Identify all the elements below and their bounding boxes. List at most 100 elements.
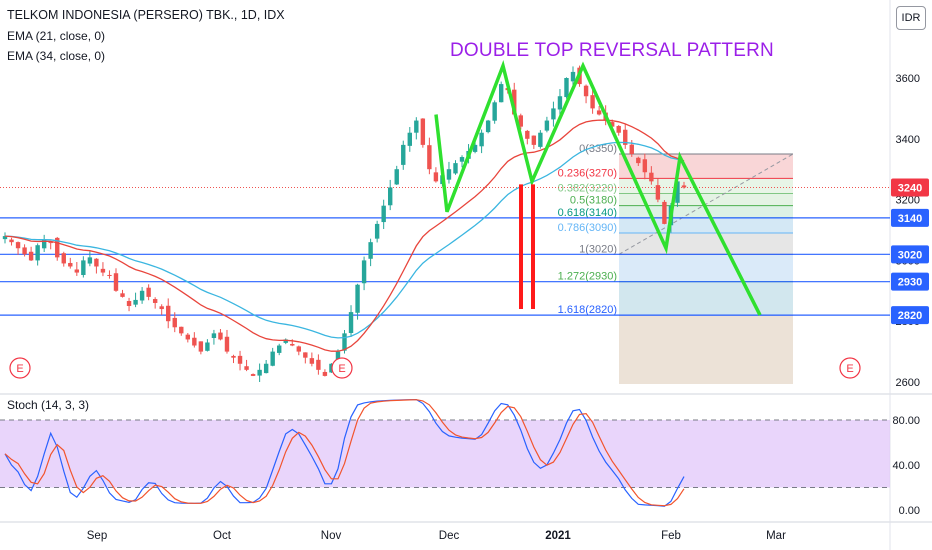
- price-axis-tick: 3200: [896, 195, 920, 207]
- candle-body: [290, 343, 295, 346]
- fib-zone: [619, 154, 793, 179]
- candle-body: [616, 126, 621, 133]
- price-label-box: [891, 208, 929, 227]
- candle-body: [512, 89, 517, 115]
- candle-body: [498, 84, 504, 103]
- candle-body: [113, 273, 119, 291]
- candle-body: [623, 129, 628, 145]
- ema34-line: [4, 141, 685, 339]
- candle-body: [479, 132, 484, 147]
- candle-body: [100, 268, 106, 273]
- candle-body: [146, 287, 151, 297]
- candle-body: [185, 334, 191, 340]
- candle-body: [192, 337, 197, 346]
- candle-body: [590, 95, 595, 109]
- fib-zone: [619, 315, 793, 384]
- price-label-text: 3020: [898, 249, 922, 261]
- candle-body: [348, 312, 354, 333]
- candle-body: [649, 172, 654, 182]
- stoch-band: [0, 420, 890, 488]
- price-label-text: 3240: [898, 182, 922, 194]
- candle-body: [342, 333, 347, 351]
- fib-level-label: 0.236(3270): [558, 167, 617, 179]
- price-axis-tick: 2600: [896, 377, 920, 389]
- stoch-d-line: [4, 399, 685, 507]
- candle-body: [518, 115, 523, 127]
- candle-body: [492, 102, 497, 121]
- earnings-marker-label: E: [16, 363, 23, 375]
- candle-body: [675, 181, 680, 203]
- candle-body: [583, 85, 589, 97]
- candle-body: [48, 242, 53, 244]
- candle-body: [211, 333, 217, 339]
- candle-body: [388, 187, 393, 206]
- candle-body: [159, 306, 164, 310]
- fib-zone: [619, 233, 793, 255]
- currency-button[interactable]: IDR: [896, 6, 926, 30]
- stoch-legend[interactable]: Stoch (14, 3, 3): [7, 398, 90, 412]
- candle-body: [427, 145, 432, 170]
- price-label-box: [891, 245, 929, 264]
- earnings-marker: [839, 357, 861, 379]
- candle-body: [224, 336, 230, 352]
- candle-body: [74, 269, 80, 273]
- time-axis-tick: Oct: [213, 530, 232, 542]
- price-label-box: [891, 272, 929, 291]
- candle-body: [263, 363, 269, 374]
- candle-body: [420, 118, 426, 145]
- candle-body: [557, 96, 563, 110]
- candle-body: [316, 359, 321, 370]
- candle-body: [166, 305, 171, 322]
- fib-level-label: 1(3020): [579, 243, 617, 255]
- stoch-axis-tick: 80.00: [892, 415, 920, 427]
- candle-body: [205, 342, 210, 351]
- candle-body: [303, 352, 308, 358]
- candle-body: [662, 201, 667, 224]
- fib-zone: [619, 281, 793, 316]
- candle-body: [133, 299, 138, 305]
- stoch-axis-tick: 0.00: [899, 505, 920, 517]
- candle-body: [41, 239, 47, 249]
- double-top-pattern-line: [434, 60, 762, 316]
- candle-body: [381, 205, 386, 223]
- candle-body: [107, 274, 112, 276]
- candle-body: [531, 135, 537, 145]
- candle-body: [394, 169, 399, 185]
- candle-body: [538, 132, 543, 147]
- candle-body: [120, 293, 125, 297]
- candle-body: [296, 346, 301, 352]
- candle-body: [218, 332, 223, 340]
- candle-body: [636, 157, 641, 164]
- candle-body: [322, 371, 328, 376]
- symbol-title: TELKOM INDONESIA (PERSERO) TBK., 1D, IDX: [7, 8, 285, 22]
- price-axis-tick: 3400: [896, 134, 920, 146]
- fib-level-label: 0.786(3090): [558, 222, 617, 234]
- fib-level-label: 0.618(3140): [558, 207, 617, 219]
- candle-body: [22, 247, 27, 255]
- earnings-marker: [9, 357, 31, 379]
- candle-body: [544, 120, 550, 131]
- candle-body: [68, 262, 73, 267]
- pattern-annotation: DOUBLE TOP REVERSAL PATTERN: [450, 40, 774, 61]
- fib-zone: [619, 217, 793, 234]
- candle-body: [55, 237, 60, 258]
- candle-body: [433, 172, 439, 182]
- stoch-axis-tick: 40.00: [892, 460, 920, 472]
- candle-body: [368, 242, 373, 259]
- candle-body: [459, 157, 465, 162]
- candle-body: [152, 299, 158, 303]
- candle-body: [28, 251, 34, 261]
- price-label-text: 2820: [898, 310, 922, 322]
- candle-body: [453, 163, 458, 174]
- fib-zone: [619, 254, 793, 282]
- earnings-marker-label: E: [846, 363, 853, 375]
- candle-body: [179, 326, 184, 334]
- ema34-legend[interactable]: EMA (34, close, 0): [7, 49, 106, 63]
- candle-body: [35, 245, 40, 261]
- candle-body: [564, 78, 569, 98]
- candle-body: [446, 169, 452, 180]
- candle-body: [681, 185, 687, 188]
- ema21-legend[interactable]: EMA (21, close, 0): [7, 29, 106, 43]
- fib-zone: [619, 178, 793, 194]
